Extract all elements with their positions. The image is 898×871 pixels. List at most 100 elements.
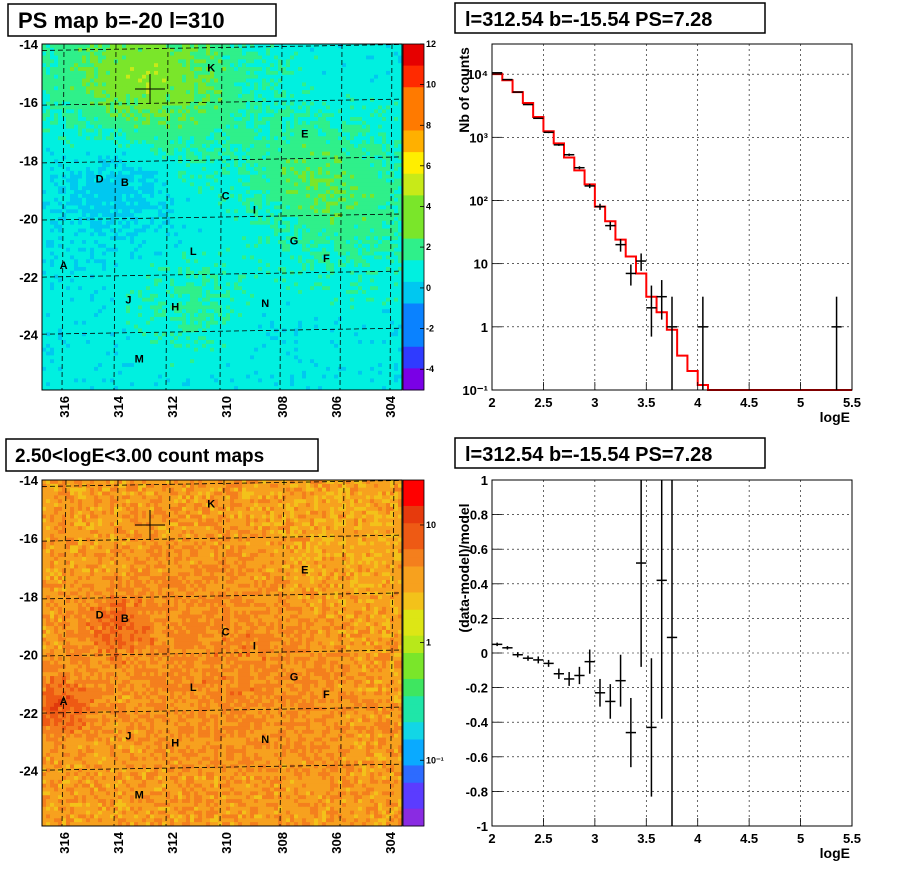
map-cell: [126, 90, 131, 95]
map-cell: [222, 243, 227, 249]
map-cell: [202, 151, 207, 156]
map-cell: [334, 174, 339, 180]
map-cell: [242, 136, 247, 141]
map-cell: [334, 70, 339, 76]
map-cell: [302, 217, 307, 222]
map-cell: [58, 167, 63, 172]
map-cell: [290, 159, 295, 164]
map-cell: [98, 209, 103, 214]
map-cell: [42, 70, 47, 76]
map-cell: [74, 128, 79, 133]
map-cell: [74, 82, 79, 87]
map-cell: [290, 243, 295, 249]
map-cell: [370, 120, 375, 126]
map-cell: [86, 140, 91, 145]
map-cell: [106, 201, 111, 206]
map-cell: [398, 159, 403, 164]
map-cell: [262, 151, 267, 156]
map-cell: [350, 147, 355, 153]
map-cell: [338, 113, 343, 118]
map-cell: [206, 67, 211, 72]
map-cell: [354, 151, 359, 156]
map-cell: [346, 120, 351, 126]
map-cell: [222, 120, 227, 126]
map-cell: [238, 59, 243, 64]
map-cell: [138, 132, 143, 137]
map-cell: [166, 143, 171, 149]
map-cell: [134, 86, 139, 91]
map-cell: [378, 163, 383, 168]
map-cell: [318, 178, 323, 183]
map-cell: [130, 201, 135, 206]
map-cell: [242, 93, 247, 99]
map-cell: [78, 151, 83, 156]
map-cell: [42, 93, 47, 99]
map-cell: [86, 163, 91, 168]
map-cell: [298, 220, 303, 226]
map-cell: [54, 140, 59, 145]
map-cell: [66, 109, 71, 114]
map-cell: [326, 78, 331, 83]
map-cell: [214, 82, 219, 87]
map-cell: [42, 120, 47, 126]
map-cell: [226, 132, 231, 137]
map-cell: [350, 109, 355, 114]
map-cell: [274, 236, 279, 241]
map-cell: [150, 128, 155, 133]
map-cell: [298, 186, 303, 191]
map-cell: [242, 151, 247, 156]
map-cell: [106, 228, 111, 233]
map-cell: [190, 109, 195, 114]
map-cell: [110, 167, 115, 172]
map-cell: [174, 220, 179, 226]
map-cell: [218, 255, 223, 260]
map-cell: [178, 170, 183, 176]
map-cell: [294, 155, 299, 160]
map-cell: [226, 205, 231, 210]
map-cell: [234, 97, 239, 103]
map-cell: [290, 182, 295, 187]
map-cell: [266, 44, 271, 49]
map-cell: [226, 90, 231, 95]
map-cell: [170, 120, 175, 126]
map-cell: [122, 136, 127, 141]
map-cell: [330, 240, 335, 245]
map-cell: [90, 143, 95, 149]
map-cell: [142, 251, 147, 256]
map-cell: [374, 63, 379, 68]
map-cell: [306, 67, 311, 72]
map-cell: [382, 140, 387, 145]
map-cell: [94, 236, 99, 241]
map-cell: [338, 109, 343, 114]
map-cell: [338, 209, 343, 214]
map-cell: [118, 97, 123, 103]
map-cell: [90, 113, 95, 118]
map-cell: [298, 209, 303, 214]
map-cell: [138, 86, 143, 91]
map-cell: [382, 155, 387, 160]
map-cell: [346, 243, 351, 249]
map-cell: [246, 55, 251, 60]
map-cell: [178, 59, 183, 64]
map-cell: [322, 243, 327, 249]
map-cell: [322, 240, 327, 245]
map-cell: [298, 159, 303, 164]
map-cell: [390, 63, 395, 68]
map-cell: [58, 51, 63, 57]
map-cell: [126, 217, 131, 222]
map-cell: [294, 201, 299, 206]
map-cell: [94, 74, 99, 80]
map-cell: [274, 74, 279, 80]
map-cell: [234, 67, 239, 72]
map-cell: [118, 197, 123, 203]
map-cell: [202, 147, 207, 153]
map-cell: [218, 44, 223, 49]
map-cell: [74, 193, 79, 199]
map-cell: [242, 51, 247, 57]
map-cell: [54, 151, 59, 156]
map-cell: [254, 82, 259, 87]
map-cell: [354, 243, 359, 249]
map-cell: [170, 201, 175, 206]
map-cell: [338, 147, 343, 153]
map-cell: [310, 247, 315, 253]
